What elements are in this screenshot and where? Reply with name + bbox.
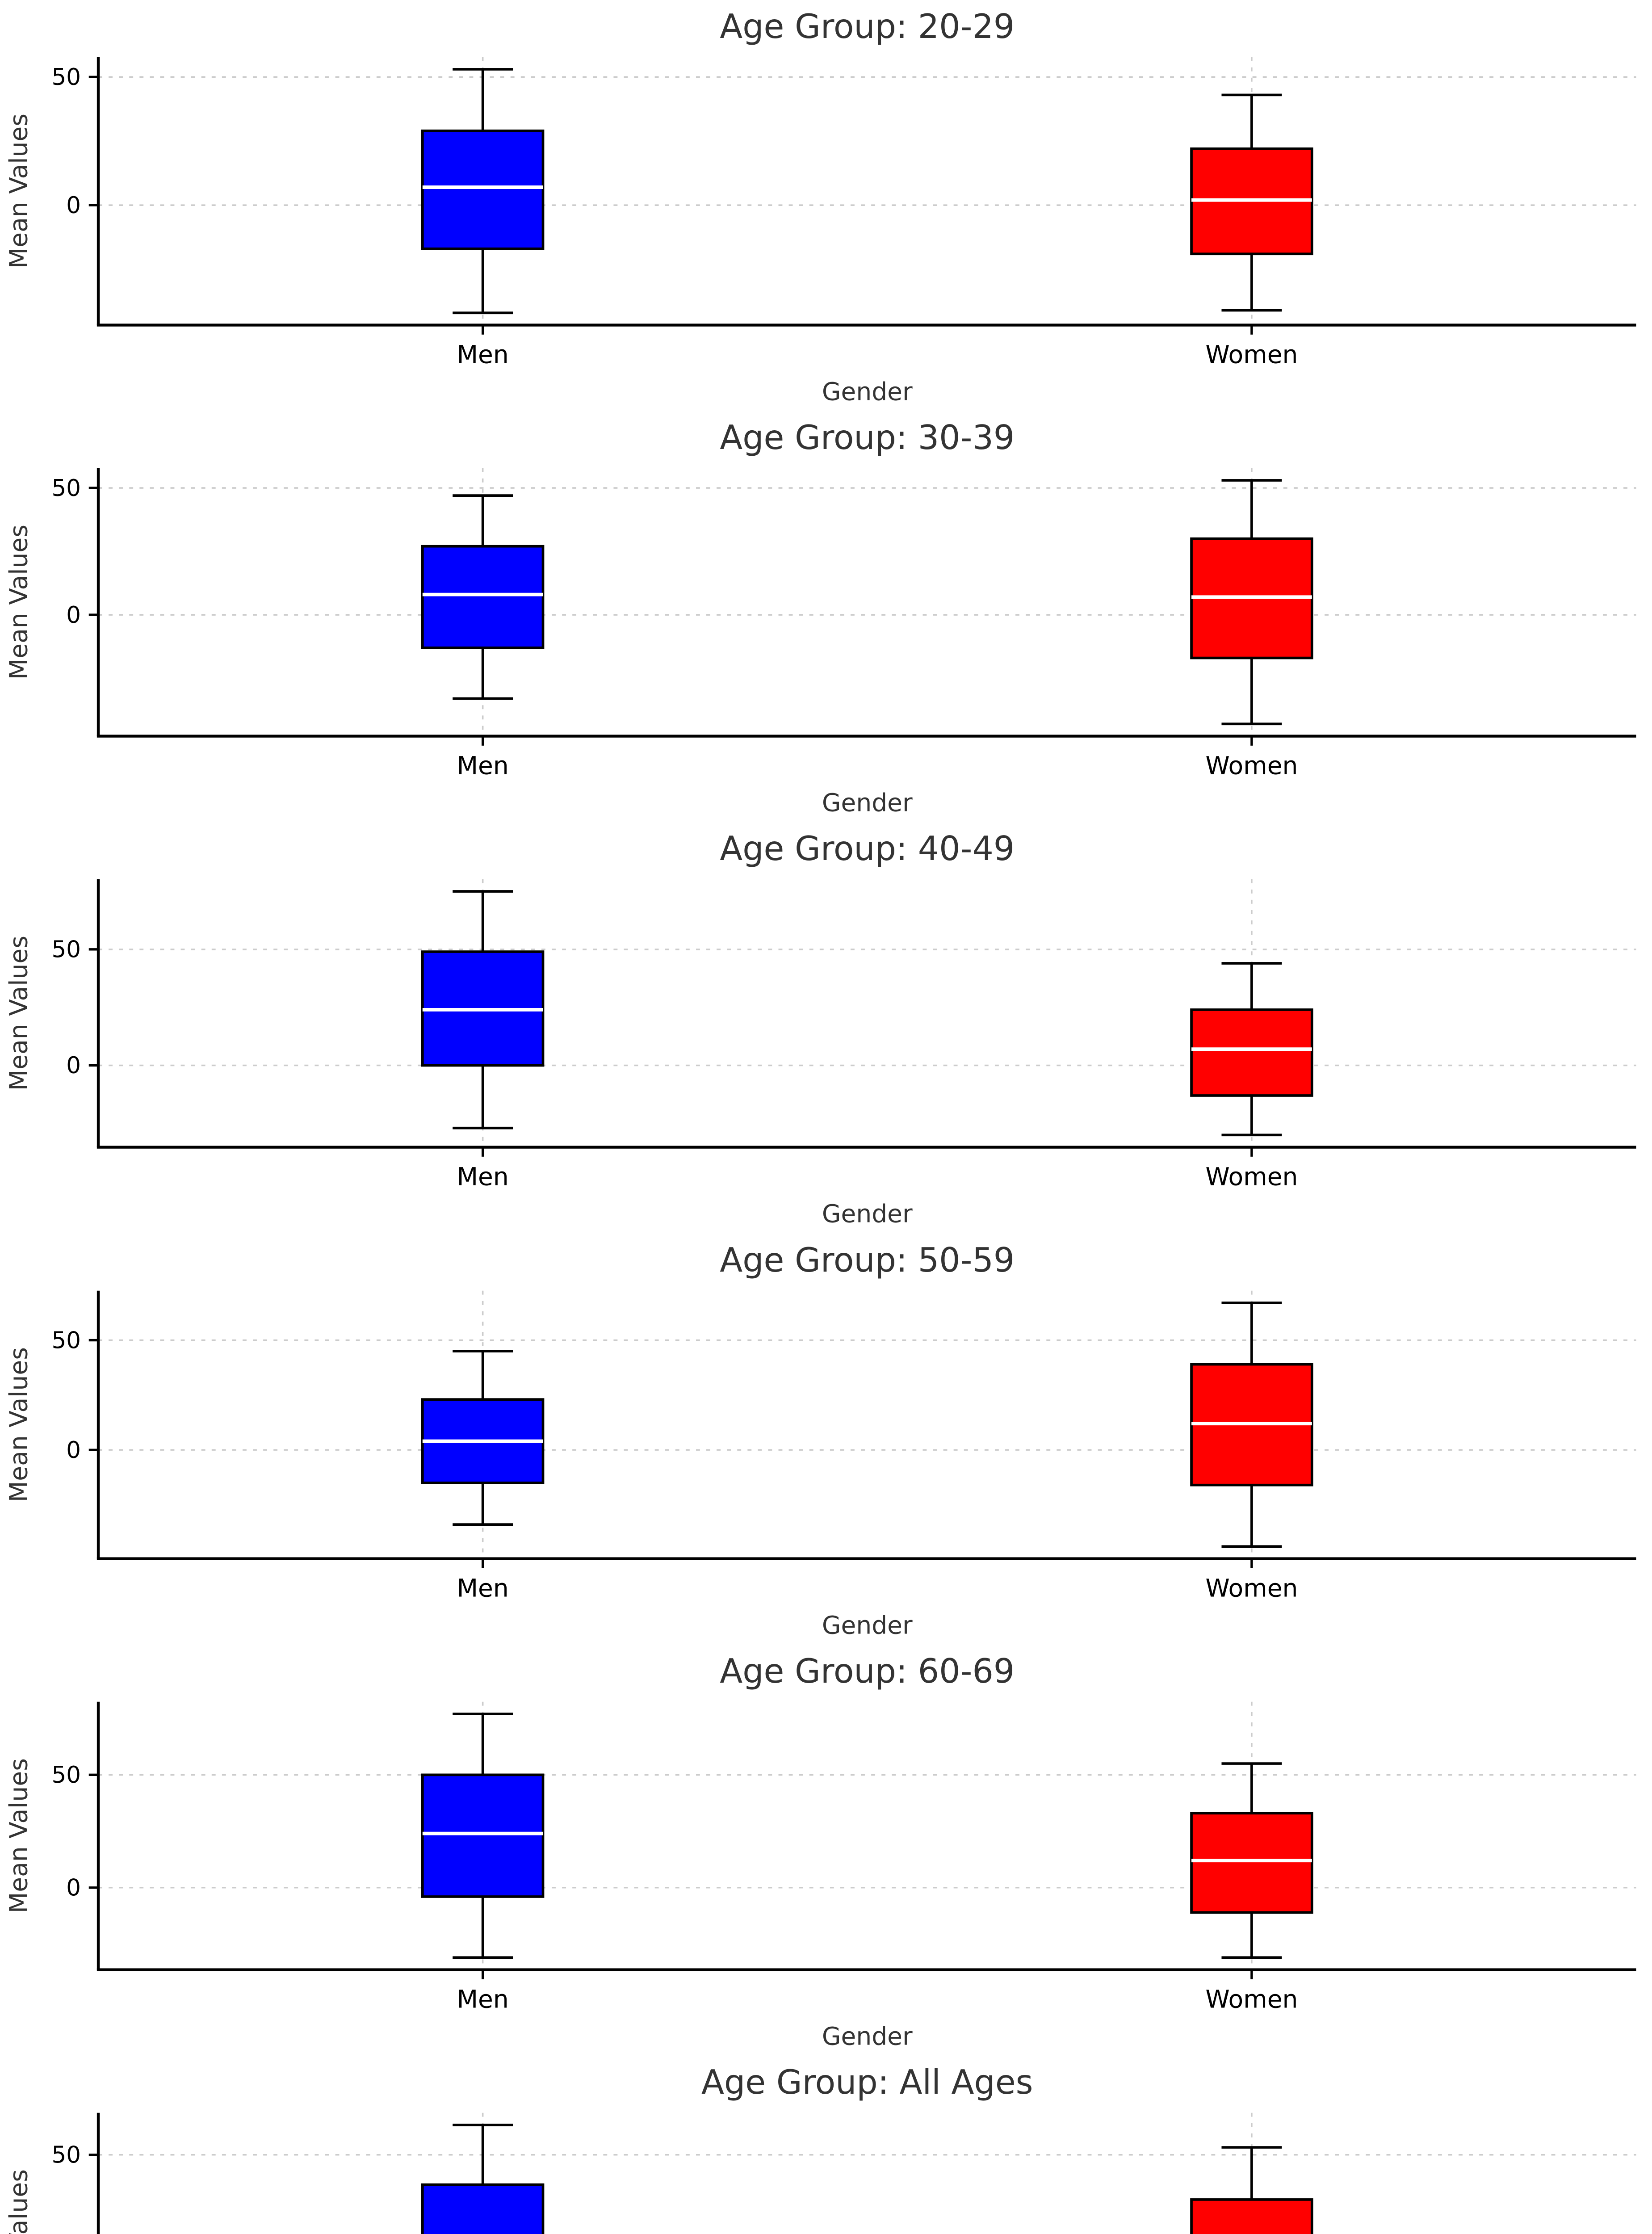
subplot-title: Age Group: 60-69 bbox=[720, 1652, 1015, 1691]
box-men bbox=[421, 545, 545, 649]
ytick-label: 50 bbox=[52, 1327, 81, 1354]
y-axis-label: Mean Values bbox=[4, 1347, 33, 1502]
x-axis-label: Gender bbox=[822, 789, 913, 817]
ytick-label: 0 bbox=[66, 192, 81, 219]
subplot-2: 0 50 Men Women Age Group: 40-49 Gender Mean Va… bbox=[0, 822, 1652, 1233]
y-axis-label: Mean Values bbox=[4, 936, 33, 1091]
subplot-svg-4: 0 50 Men Women Age Group: 60-69 Gender Mean Va… bbox=[4, 1652, 1636, 2050]
xtick-label-women: Women bbox=[1205, 340, 1298, 369]
ytick-label: 50 bbox=[52, 475, 81, 502]
y-axis-label: Mean Values bbox=[4, 113, 33, 269]
subplot-0: 0 50 Men Women Age Group: 20-29 Gender Mean Va… bbox=[0, 0, 1652, 411]
box-men bbox=[421, 129, 545, 250]
xtick-label-men: Men bbox=[457, 1985, 509, 2014]
subplot-title: Age Group: 40-49 bbox=[720, 830, 1015, 869]
x-axis-label: Gender bbox=[822, 1200, 913, 1228]
box-women bbox=[1190, 2198, 1313, 2234]
subplot-1: 0 50 Men Women Age Group: 30-39 Gender Mean Va… bbox=[0, 411, 1652, 822]
subplot-svg-1: 0 50 Men Women Age Group: 30-39 Gender Mean Va… bbox=[4, 418, 1636, 817]
subplot-svg-0: 0 50 Men Women Age Group: 20-29 Gender Mean Va… bbox=[4, 7, 1636, 406]
xtick-label-women: Women bbox=[1205, 1985, 1298, 2014]
xtick-label-women: Women bbox=[1205, 1574, 1298, 1602]
subplot-4: 0 50 Men Women Age Group: 60-69 Gender Mean Va… bbox=[0, 1645, 1652, 2056]
subplot-title: Age Group: 30-39 bbox=[720, 418, 1015, 457]
xtick-label-women: Women bbox=[1205, 1163, 1298, 1191]
box-men bbox=[421, 1773, 545, 1898]
xtick-label-men: Men bbox=[457, 340, 509, 369]
y-axis-label: Mean Values bbox=[4, 2169, 33, 2234]
y-axis-label: Mean Values bbox=[4, 1758, 33, 1913]
subplot-title: Age Group: 20-29 bbox=[720, 7, 1015, 46]
subplot-title: Age Group: All Ages bbox=[701, 2063, 1033, 2102]
ytick-label: 0 bbox=[66, 1053, 81, 1079]
ytick-label: 50 bbox=[52, 2142, 81, 2169]
ytick-label: 0 bbox=[66, 1874, 81, 1901]
xtick-label-men: Men bbox=[457, 752, 509, 780]
ytick-label: 0 bbox=[66, 602, 81, 629]
x-axis-label: Gender bbox=[822, 1611, 913, 1639]
y-axis-label: Mean Values bbox=[4, 525, 33, 680]
ytick-label: 50 bbox=[52, 1762, 81, 1789]
xtick-label-women: Women bbox=[1205, 752, 1298, 780]
subplot-3: 0 50 Men Women Age Group: 50-59 Gender Mean Va… bbox=[0, 1234, 1652, 1645]
subplot-svg-2: 0 50 Men Women Age Group: 40-49 Gender Mean Va… bbox=[4, 830, 1636, 1228]
ytick-label: 50 bbox=[52, 936, 81, 963]
ytick-label: 0 bbox=[66, 1437, 81, 1464]
box-men bbox=[421, 2183, 545, 2234]
xtick-label-men: Men bbox=[457, 1574, 509, 1602]
subplot-title: Age Group: 50-59 bbox=[720, 1241, 1015, 1280]
ytick-label: 50 bbox=[52, 64, 81, 91]
subplot-svg-3: 0 50 Men Women Age Group: 50-59 Gender Mean Va… bbox=[4, 1241, 1636, 1639]
xtick-label-men: Men bbox=[457, 1163, 509, 1191]
x-axis-label: Gender bbox=[822, 377, 913, 406]
box-women bbox=[1190, 1812, 1313, 1914]
box-women bbox=[1190, 1008, 1313, 1097]
x-axis-label: Gender bbox=[822, 2022, 913, 2050]
